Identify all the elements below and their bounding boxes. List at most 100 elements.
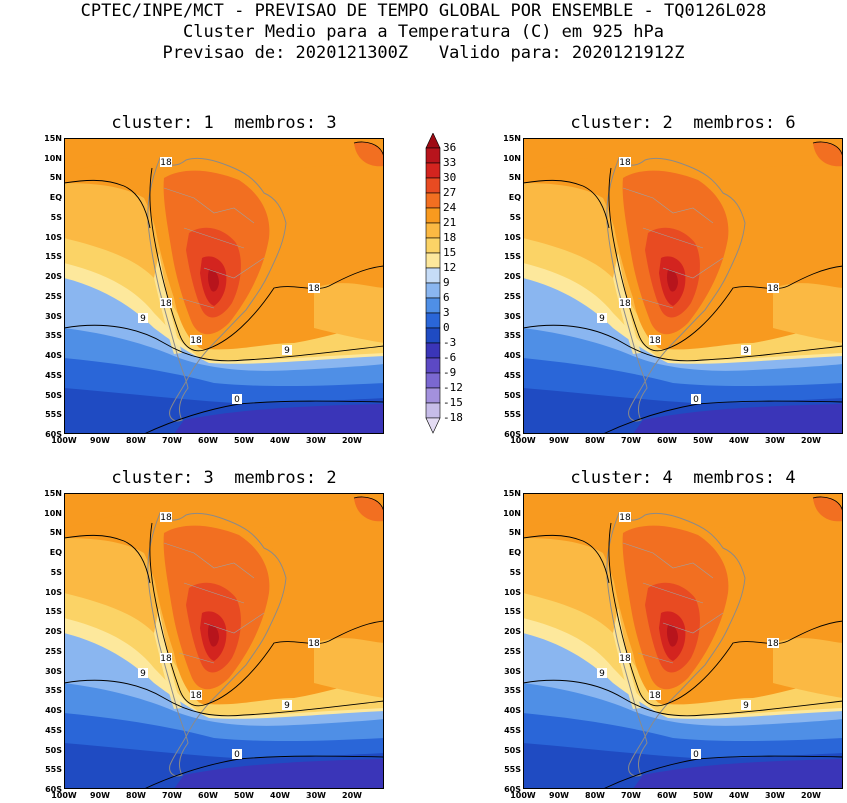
colorbar-segment [425, 222, 441, 239]
lat-label: 5S [509, 567, 521, 577]
lon-label: 60W [198, 791, 218, 800]
colorbar-segment [425, 282, 441, 299]
lon-label: 30W [306, 436, 326, 445]
colorbar-tick-label: 6 [443, 291, 450, 304]
lat-label: 25S [504, 291, 521, 301]
colorbar-segment [425, 417, 441, 434]
lat-label: 30S [504, 311, 521, 321]
colorbar-tick-label: 9 [443, 276, 450, 289]
lat-label: 5S [50, 567, 62, 577]
contour-label: 18 [190, 336, 202, 346]
contour-label: 9 [140, 314, 146, 324]
contour-label: 18 [160, 299, 172, 309]
colorbar-tick-label: 3 [443, 306, 450, 319]
contour-label: 9 [743, 346, 749, 356]
colorbar-tick-label: 33 [443, 156, 457, 169]
lat-label: 50S [504, 745, 521, 755]
header-subtitle: Cluster Medio para a Temperatura (C) em … [182, 22, 665, 42]
contour-label: 18 [190, 691, 202, 701]
lon-label: 50W [693, 436, 713, 445]
lon-label: 30W [306, 791, 326, 800]
header-dates: Previsao de: 2020121300Z Valido para: 20… [162, 43, 685, 63]
lon-label: 70W [621, 436, 641, 445]
lat-label: 10N [503, 508, 521, 518]
lat-label: 10S [504, 587, 521, 597]
lat-label: 25S [45, 291, 62, 301]
lon-label: 100W [510, 436, 536, 445]
lon-label: 30W [765, 791, 785, 800]
colorbar [425, 133, 441, 434]
contour-label: 18 [767, 284, 779, 294]
lat-label: 30S [45, 311, 62, 321]
lat-label: 30S [504, 666, 521, 676]
colorbar-segment [425, 267, 441, 284]
colorbar-tick-label: 36 [443, 141, 457, 154]
lat-label: 40S [45, 351, 62, 361]
lat-label: 45S [45, 370, 62, 380]
lat-label: 20S [45, 272, 62, 282]
contour-label: 18 [160, 654, 172, 664]
lat-label: 10N [44, 508, 62, 518]
map-panel-2: 18 18 18 18 9 9 0 [523, 138, 843, 434]
lat-label: 35S [504, 331, 521, 341]
lat-label: 5S [509, 212, 521, 222]
contour-label: 9 [140, 669, 146, 679]
contour-label: 18 [619, 513, 631, 523]
lat-label: 15S [504, 252, 521, 262]
contour-label: 0 [234, 395, 240, 405]
lat-label: 35S [504, 686, 521, 696]
lon-label: 50W [234, 436, 254, 445]
lat-label: 20S [45, 627, 62, 637]
lat-label: 15S [45, 607, 62, 617]
map-panel-3: 18 18 18 18 9 9 0 [64, 493, 384, 789]
contour-label: 9 [599, 314, 605, 324]
contour-label: 18 [619, 158, 631, 168]
colorbar-segment [425, 312, 441, 329]
lat-label: EQ [508, 548, 521, 558]
contour-label: 9 [599, 669, 605, 679]
lat-label: 60S [45, 430, 62, 439]
lon-label: 20W [342, 436, 362, 445]
lat-label: 10S [45, 587, 62, 597]
lat-label: 10S [504, 232, 521, 242]
lat-label: 50S [504, 390, 521, 400]
lat-label: 60S [504, 785, 521, 794]
lon-label: 60W [198, 436, 218, 445]
lat-label: EQ [49, 548, 62, 558]
lon-label: 40W [270, 791, 290, 800]
lat-label: 40S [45, 706, 62, 716]
map-panel-4: 18 18 18 18 9 9 0 [523, 493, 843, 789]
lon-label: 70W [162, 436, 182, 445]
lat-label: 25S [45, 646, 62, 656]
colorbar-tick-label: -18 [443, 411, 463, 424]
lat-label: 40S [504, 351, 521, 361]
lat-label: 20S [504, 272, 521, 282]
colorbar-segment [425, 133, 441, 149]
colorbar-tick-label: 0 [443, 321, 450, 334]
lon-label: 20W [342, 791, 362, 800]
lat-label: 15N [44, 489, 62, 498]
lat-label: 45S [504, 370, 521, 380]
contour-label: 0 [234, 750, 240, 760]
map-panel-1: 18 18 18 18 9 9 0 [64, 138, 384, 434]
contour-label: 9 [743, 701, 749, 711]
panel-4-title: cluster: 4 membros: 4 [570, 468, 796, 488]
colorbar-segment [425, 357, 441, 374]
lat-label: 50S [45, 390, 62, 400]
lon-label: 90W [90, 791, 110, 800]
lat-label: 10N [44, 153, 62, 163]
lat-label: 45S [45, 725, 62, 735]
contour-label: 18 [767, 639, 779, 649]
contour-label: 18 [308, 639, 320, 649]
lat-label: 55S [504, 765, 521, 775]
lat-label: 15N [503, 134, 521, 143]
colorbar-tick-label: -15 [443, 396, 463, 409]
lat-label: 35S [45, 686, 62, 696]
contour-label: 9 [284, 346, 290, 356]
lat-label: 15S [45, 252, 62, 262]
colorbar-tick-label: 30 [443, 171, 457, 184]
lat-label: 35S [45, 331, 62, 341]
lon-label: 80W [126, 436, 146, 445]
lon-label: 60W [657, 791, 677, 800]
colorbar-tick-label: 21 [443, 216, 457, 229]
